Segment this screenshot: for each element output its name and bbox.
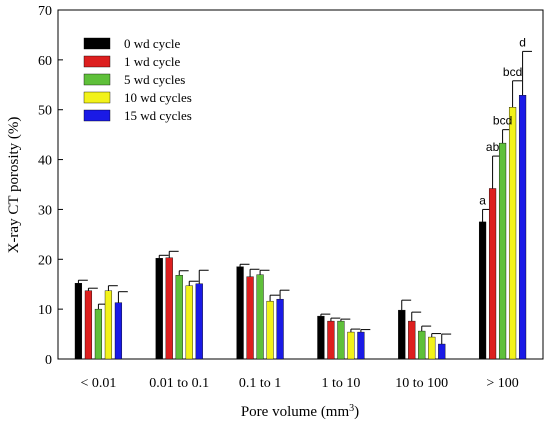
bar	[408, 320, 416, 360]
legend-label: 0 wd cycle	[124, 36, 181, 51]
bar	[84, 290, 93, 360]
legend-swatch	[83, 55, 111, 68]
bar	[498, 142, 507, 360]
bar	[195, 283, 203, 360]
bar	[327, 320, 335, 360]
bar	[246, 276, 254, 360]
plot-frame	[57, 9, 544, 360]
y-tick-label: 10	[38, 303, 52, 318]
y-axis-title: X-ray CT porosity (%)	[6, 117, 22, 254]
significance-label: bcd	[493, 114, 512, 128]
bar	[488, 188, 497, 360]
x-tick-label: 1 to 10	[321, 376, 360, 391]
significance-label: ab	[486, 140, 500, 154]
legend-swatch	[83, 73, 111, 86]
bar	[428, 336, 436, 360]
bar	[518, 95, 527, 360]
bar	[165, 257, 173, 360]
legend-swatch	[83, 109, 111, 122]
legend: 0 wd cycle 1 wd cycle 5 wd cycles 10 wd cyc…	[83, 36, 192, 123]
bar	[398, 309, 406, 360]
bar	[185, 285, 193, 360]
y-tick-label: 70	[38, 4, 52, 19]
significance-label: d	[519, 35, 526, 49]
legend-label: 1 wd cycle	[124, 54, 181, 69]
bar	[74, 283, 83, 360]
bar	[478, 221, 487, 360]
bar	[236, 266, 244, 360]
bar	[508, 107, 517, 360]
bar	[114, 302, 123, 360]
bars: a ab bcd bcd d	[74, 35, 532, 360]
bar	[104, 290, 113, 360]
bar	[256, 274, 264, 360]
x-tick-label: 0.1 to 1	[239, 376, 281, 391]
legend-label: 10 wd cycles	[124, 90, 192, 105]
legend-swatch	[83, 91, 111, 104]
bar	[357, 331, 365, 360]
bar	[438, 343, 446, 360]
bar	[175, 275, 183, 360]
legend-swatch	[83, 37, 111, 50]
legend-label: 15 wd cycles	[124, 108, 192, 123]
x-axis-title-sup: 3	[349, 403, 354, 414]
legend-label: 5 wd cycles	[124, 72, 185, 87]
y-tick-label: 50	[38, 104, 52, 119]
x-tick-label: 0.01 to 0.1	[149, 376, 209, 391]
significance-label: a	[479, 193, 486, 207]
bar	[337, 320, 345, 360]
bar	[276, 298, 284, 360]
x-axis-title-main: Pore volume (mm	[241, 404, 350, 420]
axes: 0 10 20 30 40 50 60 70 < 0.01 0.01 to 0.1 0.1 to 1…	[38, 4, 544, 391]
bar	[347, 331, 355, 360]
bar	[418, 330, 426, 360]
x-tick-label: 10 to 100	[395, 376, 448, 391]
x-axis-title: Pore volume (mm3)	[241, 403, 359, 421]
significance-label: bcd	[503, 65, 522, 79]
y-tick-label: 40	[38, 154, 52, 169]
y-tick-label: 20	[38, 253, 52, 268]
y-tick-label: 60	[38, 54, 52, 69]
x-axis-title-close: )	[354, 404, 359, 420]
bar	[317, 315, 325, 360]
bar	[266, 300, 274, 360]
x-tick-label: > 100	[486, 376, 518, 391]
bar	[94, 308, 103, 360]
y-tick-label: 30	[38, 203, 52, 218]
x-tick-label: < 0.01	[80, 376, 116, 391]
y-tick-label: 0	[45, 353, 52, 368]
bar	[155, 258, 163, 360]
